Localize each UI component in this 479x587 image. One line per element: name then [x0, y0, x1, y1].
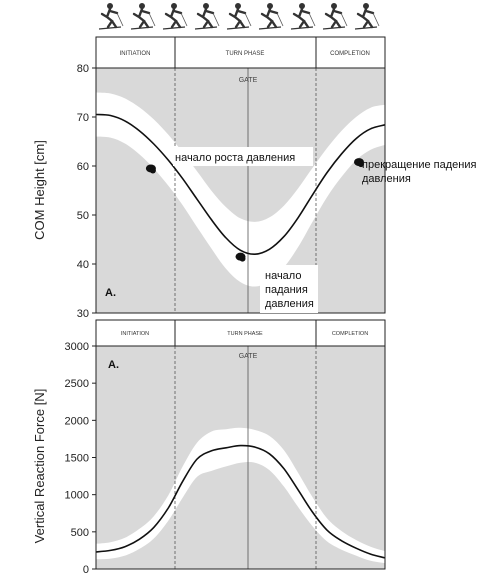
sd-band	[96, 92, 385, 287]
y-tick-label: 70	[77, 112, 89, 124]
y-tick-label: 40	[77, 259, 89, 271]
reaction-force-panel: INITIATION TURN PHASE COMPLETION GATE 0 5…	[32, 319, 386, 576]
skier-silhouette-icon	[130, 3, 156, 30]
panel-label: A.	[108, 359, 119, 371]
skier-silhouette-icon	[194, 3, 220, 30]
event-marker-blot	[239, 255, 246, 262]
panel-label: A.	[105, 287, 116, 299]
mean-line	[95, 113, 386, 256]
annotations: начало роста давления начало падания дав…	[145, 147, 479, 313]
y-axis: 0 500 1000 1500 2000 2500 3000	[65, 341, 96, 576]
annotation-pressure-drop-end: прекращение падения давления	[362, 159, 479, 185]
plot-frame	[95, 67, 386, 314]
annotation-pressure-drop-start: начало падания давления	[265, 270, 314, 310]
skier-silhouette-icon	[98, 3, 124, 30]
sd-band-area	[96, 427, 385, 564]
sd-band	[96, 427, 385, 564]
y-axis-label: COM Height [cm]	[32, 140, 47, 240]
phase-label-completion: COMPLETION	[330, 51, 370, 57]
y-tick-label: 3000	[65, 341, 89, 353]
phase-header	[95, 36, 386, 69]
skier-strip	[98, 3, 380, 30]
phase-label-initiation: INITIATION	[120, 51, 151, 57]
event-marker-blot	[357, 161, 364, 168]
phase-label-turn: TURN PHASE	[226, 51, 265, 57]
gate-label: GATE	[239, 353, 258, 360]
skier-silhouette-icon	[354, 3, 380, 30]
y-tick-label: 30	[77, 308, 89, 320]
phase-label-turn: TURN PHASE	[227, 331, 263, 337]
annotation-pressure-rise: начало роста давления	[175, 152, 295, 164]
gate-label: GATE	[239, 77, 258, 84]
y-tick-label: 60	[77, 161, 89, 173]
y-tick-label: 2000	[65, 415, 89, 427]
y-tick-label: 1500	[65, 453, 89, 465]
phase-label-initiation: INITIATION	[121, 331, 149, 337]
com-height-panel: INITIATION TURN PHASE COMPLETION GATE 30…	[32, 36, 479, 320]
y-axis: 30 40 50 60 70 80	[77, 63, 96, 320]
y-tick-label: 1000	[65, 490, 89, 502]
annotation-box	[260, 265, 318, 313]
skier-silhouette-icon	[290, 3, 316, 30]
mean-line	[95, 444, 386, 559]
sd-band-area	[96, 92, 385, 287]
y-tick-label: 2500	[65, 378, 89, 390]
y-tick-label: 50	[77, 210, 89, 222]
y-axis-label: Vertical Reaction Force [N]	[32, 389, 47, 544]
skier-silhouette-icon	[258, 3, 284, 30]
phase-label-completion: COMPLETION	[332, 331, 368, 337]
skier-silhouette-icon	[322, 3, 348, 30]
skier-silhouette-icon	[226, 3, 252, 30]
annotation-box	[173, 147, 313, 166]
y-tick-label: 0	[83, 564, 89, 576]
y-tick-label: 80	[77, 63, 89, 75]
event-marker-blot	[149, 167, 156, 174]
y-tick-label: 500	[71, 527, 89, 539]
event-markers	[145, 158, 364, 262]
skier-silhouette-icon	[162, 3, 188, 30]
